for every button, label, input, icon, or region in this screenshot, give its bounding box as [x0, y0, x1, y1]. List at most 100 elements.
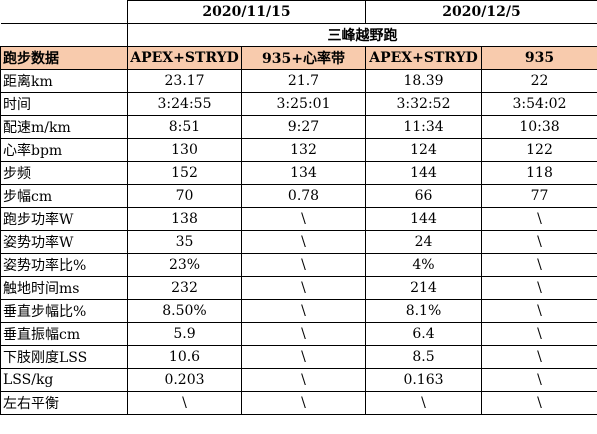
table-cell: \ [480, 299, 597, 323]
row-label: 下肢刚度LSS [0, 345, 128, 369]
table-cell: 6.4 [365, 322, 482, 346]
table-cell: 0.203 [127, 368, 242, 392]
row-label: 距离km [0, 69, 128, 93]
table-cell: 8:51 [127, 115, 242, 139]
table-row: LSS/kg 0.203 \ 0.163 \ [0, 368, 597, 392]
venue-header: 三峰越野跑 [126, 23, 597, 47]
table-cell: 24 [365, 230, 482, 254]
table-cell: \ [480, 345, 597, 369]
table-cell: 77 [480, 184, 597, 208]
table-cell: \ [480, 322, 597, 346]
table-cell: \ [241, 345, 366, 369]
table-row: 配速m/km 8:51 9:27 11:34 10:38 [0, 115, 597, 139]
table-cell: 8.50% [127, 299, 242, 323]
row-label: 垂直振幅cm [0, 322, 128, 346]
table-cell: 134 [241, 161, 366, 185]
table-cell: \ [241, 299, 366, 323]
table-cell: 214 [365, 276, 482, 300]
table-cell: 18.39 [365, 69, 482, 93]
table-cell: \ [241, 230, 366, 254]
table-cell: 35 [127, 230, 242, 254]
table-row: 下肢刚度LSS 10.6 \ 8.5 \ [0, 345, 597, 369]
table-row: 垂直振幅cm 5.9 \ 6.4 \ [0, 322, 597, 346]
table-cell: \ [241, 391, 366, 415]
table-row: 步幅cm 70 0.78 66 77 [0, 184, 597, 208]
table-row: 垂直步幅比% 8.50% \ 8.1% \ [0, 299, 597, 323]
device-header: APEX+STRYD [127, 46, 242, 70]
table-cell: 10.6 [127, 345, 242, 369]
table-cell: \ [241, 207, 366, 231]
row-label: LSS/kg [0, 368, 128, 392]
device-header-row: 跑步数据 APEX+STRYD 935+心率带 APEX+STRYD 935 [0, 46, 597, 70]
row-label: 触地时间ms [0, 276, 128, 300]
row-label: 配速m/km [0, 115, 128, 139]
table-cell: \ [241, 322, 366, 346]
table-row: 触地时间ms 232 \ 214 \ [0, 276, 597, 300]
table-cell: \ [365, 391, 482, 415]
table-cell: 5.9 [127, 322, 242, 346]
row-label: 心率bpm [0, 138, 128, 162]
table-cell: 144 [365, 161, 482, 185]
table-cell: \ [480, 207, 597, 231]
table-row: 步频 152 134 144 118 [0, 161, 597, 185]
blank-corner-cell [0, 0, 128, 24]
table-cell: 23% [127, 253, 242, 277]
table-row: 心率bpm 130 132 124 122 [0, 138, 597, 162]
table-cell: \ [127, 391, 242, 415]
date-header-2: 2020/12/5 [364, 0, 597, 24]
table-cell: \ [480, 391, 597, 415]
table-cell: \ [241, 253, 366, 277]
table-cell: 138 [127, 207, 242, 231]
table-cell: \ [480, 230, 597, 254]
table-cell: \ [480, 253, 597, 277]
table-cell: 3:54:02 [480, 92, 597, 116]
table-cell: 8.1% [365, 299, 482, 323]
header-label: 跑步数据 [0, 46, 128, 70]
table-cell: 3:32:52 [365, 92, 482, 116]
row-label: 时间 [0, 92, 128, 116]
row-label: 跑步功率W [0, 207, 128, 231]
running-data-table: 2020/11/15 2020/12/5 三峰越野跑 跑步数据 APEX+STR… [0, 0, 597, 415]
table-cell: 132 [241, 138, 366, 162]
table-cell: 70 [127, 184, 242, 208]
device-header: 935 [480, 46, 597, 70]
table-row: 姿势功率W 35 \ 24 \ [0, 230, 597, 254]
table-cell: 0.78 [241, 184, 366, 208]
table-cell: 124 [365, 138, 482, 162]
date-header-1: 2020/11/15 [127, 0, 366, 24]
table-cell: 11:34 [365, 115, 482, 139]
table-cell: 21.7 [241, 69, 366, 93]
table-cell: 22 [480, 69, 597, 93]
table-cell: 4% [365, 253, 482, 277]
table-cell: 130 [127, 138, 242, 162]
table-row: 时间 3:24:55 3:25:01 3:32:52 3:54:02 [0, 92, 597, 116]
table-cell: 9:27 [241, 115, 366, 139]
table-row: 距离km 23.17 21.7 18.39 22 [0, 69, 597, 93]
row-label: 姿势功率W [0, 230, 128, 254]
table-cell: 232 [127, 276, 242, 300]
blank-venue-cell [0, 23, 128, 47]
table-cell: 3:25:01 [241, 92, 366, 116]
table-cell: 8.5 [365, 345, 482, 369]
device-header: 935+心率带 [241, 46, 366, 70]
row-label: 左右平衡 [0, 391, 128, 415]
device-header: APEX+STRYD [365, 46, 482, 70]
table-row: 左右平衡 \ \ \ \ [0, 391, 597, 415]
table-cell: \ [480, 276, 597, 300]
table-cell: \ [241, 276, 366, 300]
table-cell: 122 [480, 138, 597, 162]
table-cell: 152 [127, 161, 242, 185]
row-label: 步幅cm [0, 184, 128, 208]
table-cell: 23.17 [127, 69, 242, 93]
table-cell: \ [480, 368, 597, 392]
table-row: 跑步功率W 138 \ 144 \ [0, 207, 597, 231]
table-cell: 118 [480, 161, 597, 185]
venue-row: 三峰越野跑 [0, 23, 597, 47]
table-row: 姿势功率比% 23% \ 4% \ [0, 253, 597, 277]
row-label: 步频 [0, 161, 128, 185]
table-cell: 10:38 [480, 115, 597, 139]
table-cell: 144 [365, 207, 482, 231]
table-cell: 0.163 [365, 368, 482, 392]
table-cell: \ [241, 368, 366, 392]
table-cell: 66 [365, 184, 482, 208]
